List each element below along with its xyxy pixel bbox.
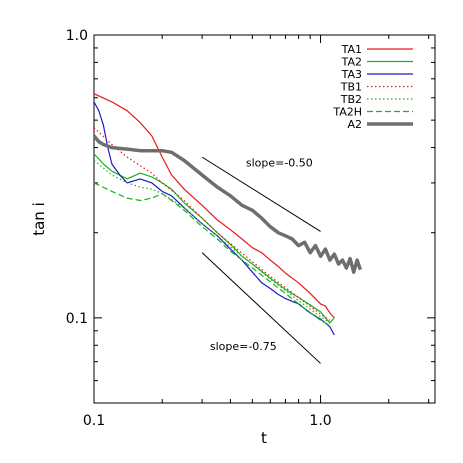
reference-line: [201, 252, 321, 364]
x-tick-label: 0.1: [83, 413, 105, 429]
reference-line-label: slope=-0.75: [210, 340, 277, 353]
series-line-ta1: [93, 93, 335, 319]
y-tick-label: 0.1: [66, 311, 88, 327]
legend-label: TA2: [341, 56, 362, 69]
series-line-a2: [92, 134, 363, 274]
series-line-ta3: [93, 101, 335, 336]
axis-ticks: [93, 34, 435, 404]
tick-labels: 0.1 1.0 0.1 1.0: [66, 28, 332, 429]
series-line-ta2: [93, 153, 335, 324]
series-line-ta2h: [93, 182, 331, 327]
reference-lines: slope=-0.50 slope=-0.75: [201, 156, 321, 364]
legend-label: TB2: [340, 93, 362, 106]
legend-label: TA1: [341, 43, 362, 56]
legend-label: TB1: [340, 81, 362, 94]
legend-label: TA2H: [332, 106, 362, 119]
y-tick-label: 1.0: [66, 28, 88, 44]
reference-line-label: slope=-0.50: [246, 156, 313, 169]
legend-label: TA3: [341, 68, 362, 81]
plot-frame: [93, 34, 436, 404]
y-axis-label: tan i: [30, 202, 48, 236]
x-tick-label: 1.0: [309, 413, 331, 429]
data-series: [92, 93, 363, 336]
reference-line: [201, 156, 321, 232]
series-line-tb2: [93, 160, 331, 324]
x-axis-label: t: [261, 429, 267, 447]
legend-label: A2: [347, 118, 362, 131]
series-line-tb1: [93, 127, 331, 321]
